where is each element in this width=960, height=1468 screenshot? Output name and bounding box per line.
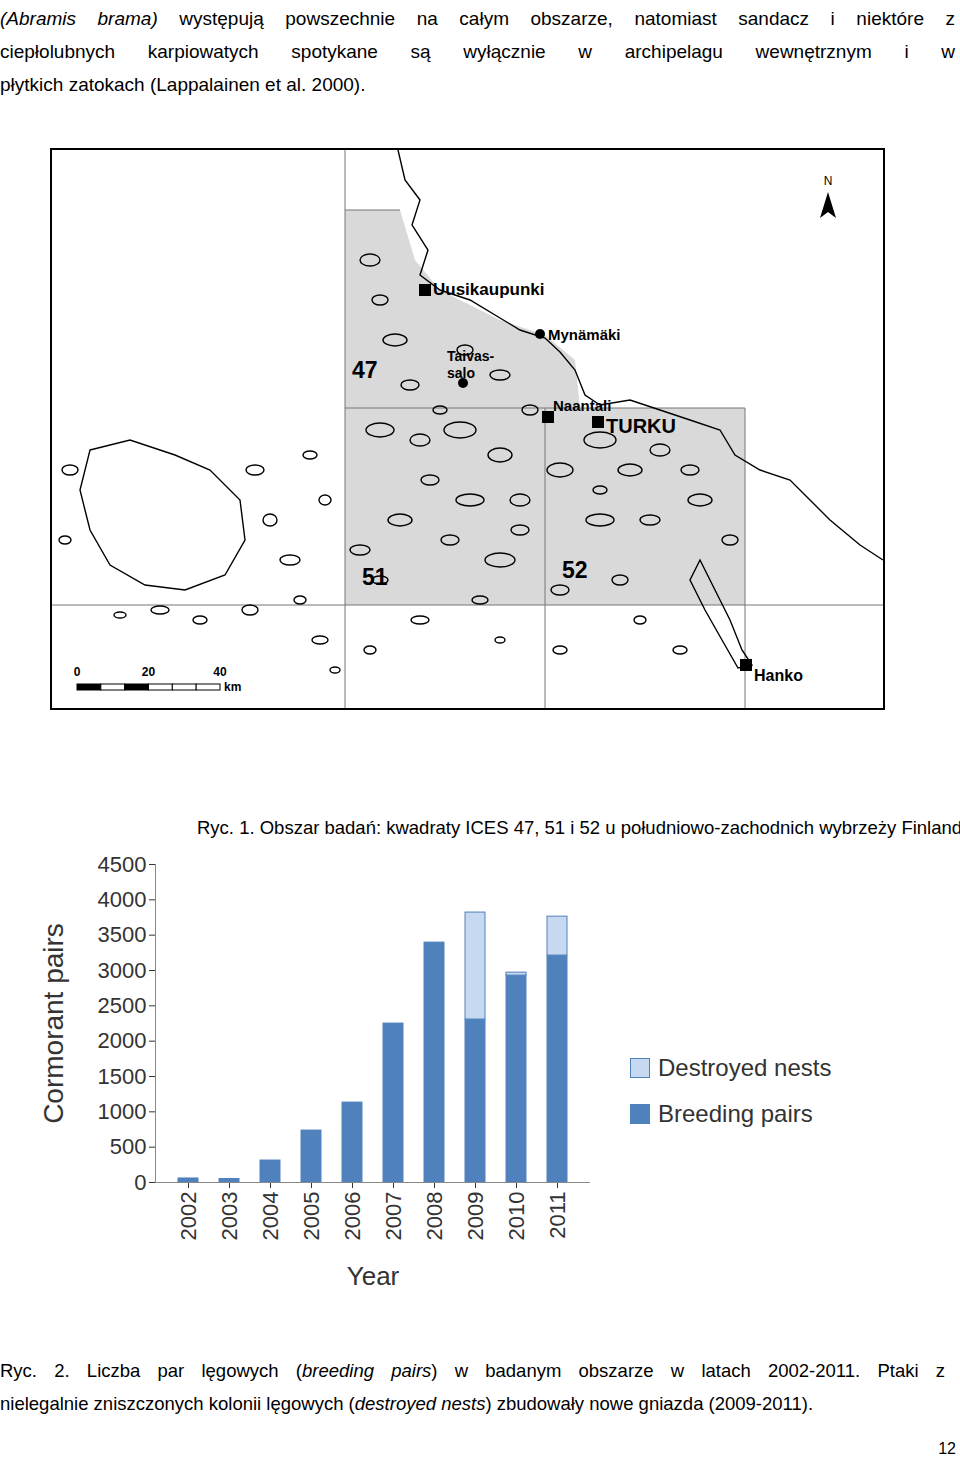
svg-text:2008: 2008 [422,1192,447,1241]
svg-text:2500: 2500 [98,993,147,1018]
svg-text:3000: 3000 [98,958,147,983]
html-text:Ryc. 2. Liczba par lęgowych (b: Ryc. 2. Liczba par lęgowych (breeding pa… [0,1360,945,1381]
html-text:(Abramis brama) występują pows: (Abramis brama) występują powszechnie na… [0,8,955,29]
svg-text:52: 52 [562,557,588,583]
svg-text:51: 51 [362,564,388,590]
svg-text:2006: 2006 [340,1192,365,1241]
svg-text:Taivas-: Taivas- [447,348,495,364]
svg-text:1000: 1000 [98,1099,147,1124]
svg-text:TURKU: TURKU [606,415,676,437]
svg-text:0: 0 [74,665,81,679]
svg-text:Mynämäki: Mynämäki [548,326,621,343]
svg-text:2009: 2009 [463,1192,488,1241]
svg-text:salo: salo [447,365,475,381]
svg-text:km: km [224,680,241,694]
html-text:ciepłolubnych karpiowatych spo: ciepłolubnych karpiowatych spotykane są … [0,41,955,62]
svg-text:0: 0 [134,1170,146,1195]
svg-text:N: N [824,174,833,188]
html-text:Breeding pairs: Breeding pairs [658,1100,813,1127]
svg-text:20: 20 [142,665,156,679]
svg-text:Cormorant pairs: Cormorant pairs [38,923,69,1124]
svg-text:500: 500 [110,1134,147,1159]
svg-text:2005: 2005 [299,1192,324,1241]
html-text:płytkich zatokach (Lappalainen: płytkich zatokach (Lappalainen et al. 20… [0,74,366,95]
svg-text:2010: 2010 [504,1192,529,1241]
svg-text:Hanko: Hanko [754,667,803,684]
html-text:Destroyed nests: Destroyed nests [658,1054,832,1081]
svg-text:Year: Year [347,1261,400,1291]
svg-text:4500: 4500 [98,852,147,877]
svg-text:2002: 2002 [176,1192,201,1241]
html-text:12: 12 [938,1440,956,1457]
svg-text:3500: 3500 [98,922,147,947]
svg-text:Naantali: Naantali [553,397,611,414]
svg-text:1500: 1500 [98,1064,147,1089]
svg-text:40: 40 [213,665,227,679]
svg-text:2003: 2003 [217,1192,242,1241]
svg-text:2004: 2004 [258,1192,283,1241]
svg-text:Uusikaupunki: Uusikaupunki [433,280,544,299]
svg-text:2007: 2007 [381,1192,406,1241]
svg-text:2011: 2011 [545,1192,570,1239]
svg-text:47: 47 [352,357,378,383]
html-text:nielegalnie zniszczonych kolon: nielegalnie zniszczonych kolonii lęgowyc… [0,1393,814,1414]
svg-text:2000: 2000 [98,1028,147,1053]
svg-text:4000: 4000 [98,887,147,912]
